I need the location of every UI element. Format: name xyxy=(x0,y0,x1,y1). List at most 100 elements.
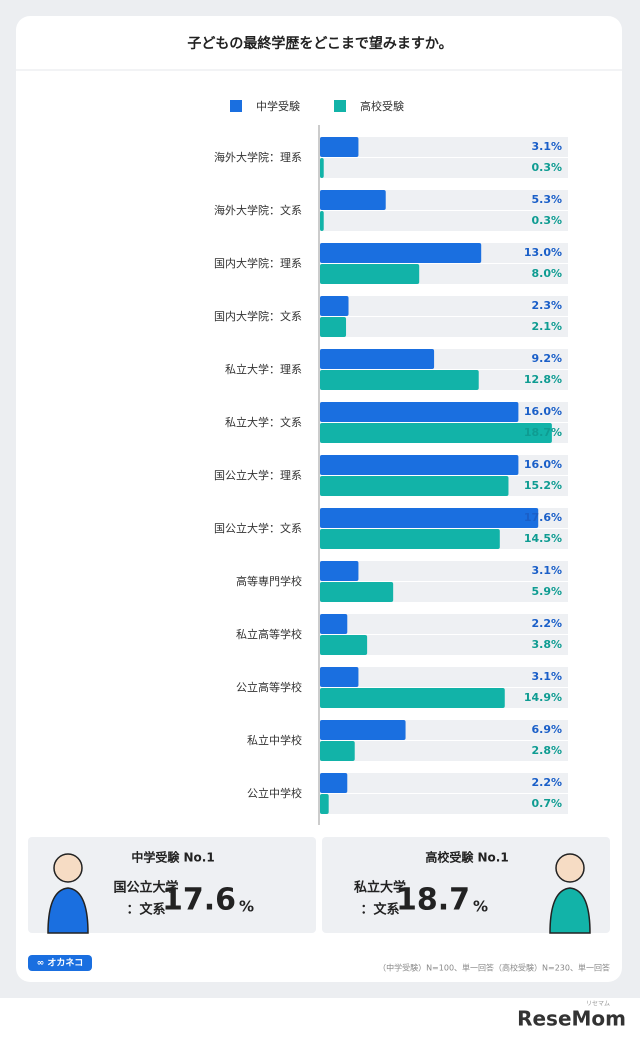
category-label: 海外大学院：文系 xyxy=(214,203,302,217)
bar xyxy=(320,190,386,210)
summary-box xyxy=(322,837,610,933)
figure-body xyxy=(549,887,591,934)
logo-bg xyxy=(28,955,92,971)
bar xyxy=(320,794,329,814)
bar xyxy=(320,211,324,231)
bar-track xyxy=(320,158,568,178)
value-label: 16.0% xyxy=(524,458,562,471)
value-label: 18.7% xyxy=(524,426,562,439)
bar xyxy=(320,561,359,581)
value-label: 3.1% xyxy=(531,670,562,683)
summary-label: ：文系 xyxy=(360,902,399,918)
bar xyxy=(320,243,482,263)
category-label: 国内大学院：理系 xyxy=(214,256,302,270)
bar xyxy=(320,158,324,178)
figure-head xyxy=(53,853,83,883)
value-label: 2.1% xyxy=(531,320,562,333)
summary-value: 18.7 xyxy=(396,883,470,918)
bar xyxy=(320,317,347,337)
chart-title: 子どもの最終学歴をどこまで望みますか。 xyxy=(187,35,452,52)
value-label: 0.7% xyxy=(531,797,562,810)
summary-unit: % xyxy=(473,898,488,916)
category-label: 公立高等学校 xyxy=(236,680,302,694)
bar xyxy=(320,423,552,443)
bar xyxy=(320,370,479,390)
category-label: 私立大学：文系 xyxy=(225,415,302,429)
bar-track xyxy=(320,317,568,337)
bar-track xyxy=(320,794,568,814)
value-label: 2.2% xyxy=(531,776,562,789)
bar xyxy=(320,614,348,634)
category-label: 国内大学院：文系 xyxy=(214,309,302,323)
bar xyxy=(320,529,500,549)
value-label: 0.3% xyxy=(531,161,562,174)
summary-box xyxy=(28,837,316,933)
summary-title: 中学受験 No.1 xyxy=(131,850,214,865)
value-label: 2.2% xyxy=(531,617,562,630)
value-label: 6.9% xyxy=(531,723,562,736)
bar xyxy=(320,508,539,528)
bar xyxy=(320,582,394,602)
legend-label: 中学受験 xyxy=(256,99,300,113)
bar xyxy=(320,137,359,157)
value-label: 14.9% xyxy=(524,691,562,704)
category-label: 国公立大学：文系 xyxy=(214,521,302,535)
category-label: 国公立大学：理系 xyxy=(214,468,302,482)
bar xyxy=(320,264,420,284)
value-label: 2.8% xyxy=(531,744,562,757)
category-label: 私立高等学校 xyxy=(236,627,302,641)
value-label: 12.8% xyxy=(524,373,562,386)
legend-swatch xyxy=(334,100,346,112)
value-label: 9.2% xyxy=(531,352,562,365)
value-label: 15.2% xyxy=(524,479,562,492)
value-label: 13.0% xyxy=(524,246,562,259)
value-label: 14.5% xyxy=(524,532,562,545)
bar xyxy=(320,349,435,369)
bar-track xyxy=(320,561,568,581)
bar xyxy=(320,667,359,687)
summary-title: 高校受験 No.1 xyxy=(425,850,508,865)
bar xyxy=(320,296,349,316)
value-label: 3.8% xyxy=(531,638,562,651)
category-label: 公立中学校 xyxy=(247,786,302,800)
summary-label: 私立大学 xyxy=(354,880,406,896)
bar-track xyxy=(320,773,568,793)
value-label: 0.3% xyxy=(531,214,562,227)
figure-body xyxy=(47,887,89,934)
summary-label: 国公立大学 xyxy=(113,880,178,896)
summary-unit: % xyxy=(239,898,254,916)
legend-label: 高校受験 xyxy=(360,99,404,113)
bar-track xyxy=(320,635,568,655)
value-label: 5.3% xyxy=(531,193,562,206)
category-label: 高等専門学校 xyxy=(236,574,302,588)
bar xyxy=(320,773,348,793)
category-label: 私立大学：理系 xyxy=(225,362,302,376)
bar-track xyxy=(320,614,568,634)
bar-track xyxy=(320,296,568,316)
footnote: （中学受験）N=100、単一回答（高校受験）N=230、単一回答 xyxy=(378,963,610,973)
figure-head xyxy=(555,853,585,883)
legend-swatch xyxy=(230,100,242,112)
bar xyxy=(320,741,355,761)
value-label: 17.6% xyxy=(524,511,562,524)
category-label: 海外大学院：理系 xyxy=(214,150,302,164)
bar xyxy=(320,688,505,708)
bar xyxy=(320,720,406,740)
value-label: 3.1% xyxy=(531,564,562,577)
summary-value: 17.6 xyxy=(162,883,236,918)
bar-track xyxy=(320,741,568,761)
summary-label: ：文系 xyxy=(126,902,165,918)
value-label: 2.3% xyxy=(531,299,562,312)
bar xyxy=(320,455,519,475)
bar xyxy=(320,476,509,496)
category-label: 私立中学校 xyxy=(247,733,302,747)
bar-track xyxy=(320,211,568,231)
watermark: ReseMom xyxy=(517,1007,626,1031)
bar xyxy=(320,635,368,655)
bar-track xyxy=(320,137,568,157)
value-label: 5.9% xyxy=(531,585,562,598)
value-label: 3.1% xyxy=(531,140,562,153)
bar-track xyxy=(320,667,568,687)
